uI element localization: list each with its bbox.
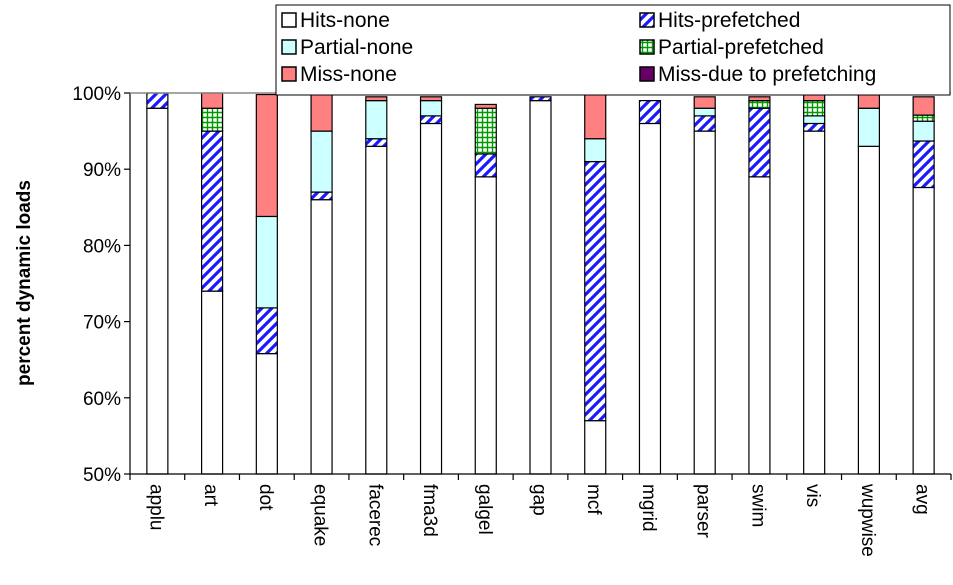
bar-segment-equake-hits-none (310, 199, 333, 475)
bar-segment-avg-hits-none (912, 186, 935, 475)
x-tick-label: parser (693, 484, 714, 539)
x-tick-label: mgrid (638, 484, 659, 532)
bar-segment-equake-hits-prefetched (310, 191, 333, 201)
y-tick-label: 80% (83, 236, 121, 257)
bar-segment-mcf-partial-none (584, 138, 607, 163)
bar-segment-mcf-miss-none (584, 92, 607, 140)
bar-segment-swim-hits-prefetched (748, 107, 771, 178)
bar-segment-avg-partial-prefetched (912, 114, 935, 122)
bar-segment-dot-miss-none (255, 93, 278, 218)
y-tick-label: 90% (83, 160, 121, 181)
bar-segment-art-partial-prefetched (201, 107, 224, 132)
bar-segment-vis-hits-none (803, 130, 826, 475)
bar-segment-equake-partial-none (310, 130, 333, 193)
bar-segment-swim-miss-none (748, 96, 771, 102)
x-tick-label: gap (529, 484, 550, 516)
x-tick-labels: applu art dot equake facerec fma3d galgel gap mc… (145, 483, 932, 557)
bar-segment-swim-partial-prefetched (748, 100, 771, 109)
bar-segment-parser-miss-none (693, 96, 716, 109)
bar-segment-dot-partial-none (255, 215, 278, 309)
legend-swatch (281, 66, 297, 82)
x-tick-label: facerec (364, 484, 385, 546)
bar-segment-galgel-hits-prefetched (474, 153, 497, 178)
x-tick-label: swim (747, 484, 768, 527)
bar-segment-fma3d-partial-none (419, 100, 443, 117)
bar-segment-equake-miss-none (310, 92, 333, 132)
bar-segment-applu-hits-none (146, 107, 169, 475)
y-tick-labels: 50% 60% 70% 80% 90% 100% (72, 84, 121, 486)
legend-swatch (281, 39, 297, 55)
bar-segment-facerec-hits-prefetched (365, 138, 388, 147)
bar-segment-galgel-partial-prefetched (474, 107, 497, 155)
bar-segment-gap-hits-none (529, 100, 552, 475)
x-tick-label: equake (310, 484, 331, 546)
x-tick-label: art (200, 484, 221, 507)
bar-segment-dot-hits-none (255, 353, 278, 475)
bar-segment-dot-hits-prefetched (255, 307, 278, 355)
legend-swatch (639, 12, 655, 28)
bar-segment-fma3d-miss-none (419, 96, 443, 102)
bar-segment-art-hits-none (201, 290, 224, 475)
y-axis-title: percent dynamic loads (14, 180, 35, 386)
bars-layer (146, 92, 935, 475)
bar-segment-fma3d-hits-none (419, 122, 443, 475)
legend-swatch (281, 12, 297, 28)
bar-segment-vis-partial-prefetched (803, 100, 826, 117)
legend-label: Partial-prefetched (658, 36, 824, 59)
x-tick-label: wupwise (857, 483, 878, 557)
legend-swatch (639, 39, 655, 55)
x-tick-label: fma3d (419, 484, 440, 537)
legend-box (275, 4, 951, 96)
x-tick-label: galgel (474, 484, 495, 535)
bar-segment-parser-hits-none (693, 130, 716, 475)
bar-segment-facerec-partial-none (365, 100, 388, 140)
bar-segment-wupwise-partial-none (857, 107, 881, 147)
legend-label: Hits-prefetched (658, 9, 800, 32)
bar-segment-vis-hits-prefetched (803, 122, 826, 132)
bar-segment-applu-hits-prefetched (146, 92, 169, 109)
legend-label: Partial-none (300, 36, 413, 59)
y-tick-label: 70% (83, 313, 121, 334)
bar-segment-galgel-hits-none (474, 176, 497, 475)
bar-segment-art-miss-none (201, 92, 224, 109)
bar-segment-mgrid-hits-prefetched (638, 100, 662, 125)
bar-segment-mcf-hits-none (584, 420, 607, 475)
y-tick-label: 60% (83, 389, 121, 410)
x-tick-label: applu (145, 484, 166, 531)
bar-segment-avg-partial-none (912, 120, 935, 142)
legend-label: Miss-none (300, 63, 397, 86)
x-tick-label: vis (802, 484, 823, 507)
bar-segment-parser-hits-prefetched (693, 115, 716, 132)
bar-segment-fma3d-hits-prefetched (419, 115, 443, 125)
legend-swatch (639, 66, 655, 82)
bar-segment-parser-partial-none (693, 107, 716, 117)
legend: Hits-none Hits-prefetched Partial-none Part… (275, 4, 951, 96)
bar-segment-gap-hits-prefetched (529, 96, 552, 102)
bar-segment-art-hits-prefetched (201, 130, 224, 292)
x-tick-label: mcf (583, 484, 604, 515)
bar-segment-facerec-miss-none (365, 96, 388, 102)
y-tick-label: 100% (72, 84, 121, 105)
bar-segment-wupwise-hits-none (857, 145, 881, 475)
bar-segment-mcf-hits-prefetched (584, 160, 607, 422)
bar-segment-vis-partial-none (803, 115, 826, 125)
legend-label: Miss-due to prefetching (658, 63, 876, 86)
bar-segment-mgrid-hits-none (638, 122, 662, 475)
x-tick-label: avg (912, 484, 933, 515)
bar-segment-swim-hits-none (748, 176, 771, 475)
x-tick-label: dot (255, 484, 276, 511)
y-tick-label: 50% (83, 465, 121, 486)
bar-segment-galgel-miss-none (474, 103, 497, 109)
bar-segment-facerec-hits-none (365, 145, 388, 475)
bar-segment-avg-miss-none (912, 96, 935, 116)
legend-label: Hits-none (300, 9, 390, 32)
bar-segment-avg-hits-prefetched (912, 140, 935, 189)
